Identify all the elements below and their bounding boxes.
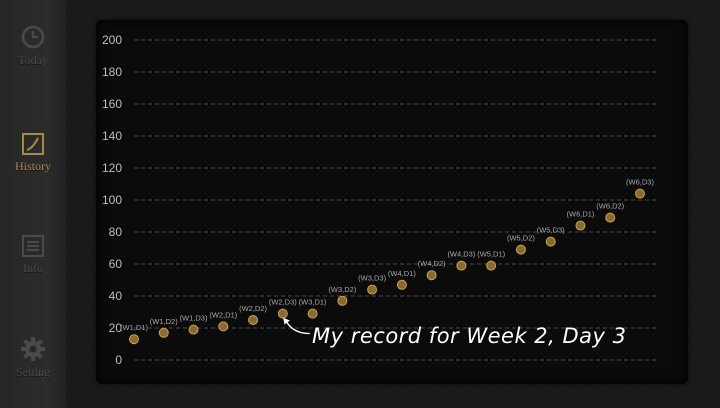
nav-history-label: History (15, 159, 51, 173)
data-point-label: (W1,D1) (120, 323, 148, 332)
nav-info-label: Info (23, 261, 43, 275)
data-point-label: (W1,D3) (180, 314, 208, 323)
data-point-label: (W4,D2) (418, 259, 446, 268)
data-point-label: (W5,D1) (477, 250, 505, 259)
y-tick-label: 0 (115, 353, 122, 367)
record-annotation: My record for Week 2, Day 3 (312, 324, 627, 348)
nav-today-label: Today (18, 53, 48, 67)
data-point (248, 315, 259, 325)
data-point (456, 260, 467, 271)
data-point-label: (W6,D1) (567, 210, 595, 219)
data-point (426, 270, 437, 281)
data-point (277, 308, 288, 319)
data-point-label: (W6,D3) (626, 178, 654, 187)
annotation-arrow (285, 320, 310, 335)
history-chart-icon (22, 133, 44, 155)
data-point (218, 321, 229, 332)
nav-setting-label: Setting (15, 365, 50, 379)
data-point (129, 334, 139, 345)
data-point (545, 236, 556, 247)
data-point-label: (W2,D2) (239, 304, 267, 313)
data-point (307, 308, 318, 319)
data-point-label: (W5,D3) (537, 226, 565, 235)
data-point (158, 327, 169, 338)
data-point (575, 220, 586, 231)
y-tick-label: 180 (102, 65, 122, 79)
data-point (396, 279, 407, 290)
clock-icon (21, 25, 45, 49)
y-tick-label: 60 (109, 257, 123, 271)
nav-history[interactable]: History (0, 132, 66, 196)
data-point (515, 244, 526, 255)
y-tick-label: 200 (102, 33, 122, 47)
data-point-label: (W5,D2) (507, 234, 535, 243)
history-chart: 0 20 40 60 80 100 120 140 160 180 200 (W1,D1)(W1,D2… (102, 33, 656, 367)
data-point-label: (W6,D2) (596, 202, 624, 211)
y-tick-label: 40 (109, 289, 123, 303)
sidebar: Today History Info Setting (0, 0, 67, 408)
gear-icon (21, 337, 45, 361)
y-tick-label: 100 (102, 193, 122, 207)
y-tick-label: 20 (109, 321, 123, 335)
data-point-label: (W4,D3) (447, 250, 475, 259)
nav-today[interactable]: Today (0, 24, 66, 88)
data-point-label: (W3,D1) (299, 298, 327, 307)
main-content: 0 20 40 60 80 100 120 140 160 180 200 (W1,D1) (W1,D2… (66, 0, 720, 408)
annotation-arrowhead (283, 317, 290, 325)
data-point-label: (W2,D3) (269, 298, 297, 307)
nav-info[interactable]: Info (0, 234, 66, 298)
y-tick-label: 160 (102, 97, 122, 111)
data-point (188, 324, 199, 335)
y-tick-label: 80 (109, 225, 123, 239)
history-chart-panel: 0 20 40 60 80 100 120 140 160 180 200 (W1,D1) (W1,D2… (96, 20, 688, 384)
data-point (605, 212, 616, 223)
data-point-label: (W3,D3) (358, 274, 386, 283)
info-list-icon (22, 235, 44, 257)
y-tick-label: 120 (102, 161, 122, 175)
data-point (367, 284, 378, 295)
data-point-label: (W3,D2) (328, 285, 356, 294)
data-point-label: (W4,D1) (388, 269, 416, 278)
data-point (337, 295, 348, 306)
data-point (635, 188, 645, 199)
data-point-label: (W1,D2) (150, 317, 178, 326)
data-point (486, 260, 497, 271)
y-tick-label: 140 (102, 129, 122, 143)
nav-setting[interactable]: Setting (0, 336, 66, 400)
data-point-label: (W2,D1) (209, 310, 237, 319)
